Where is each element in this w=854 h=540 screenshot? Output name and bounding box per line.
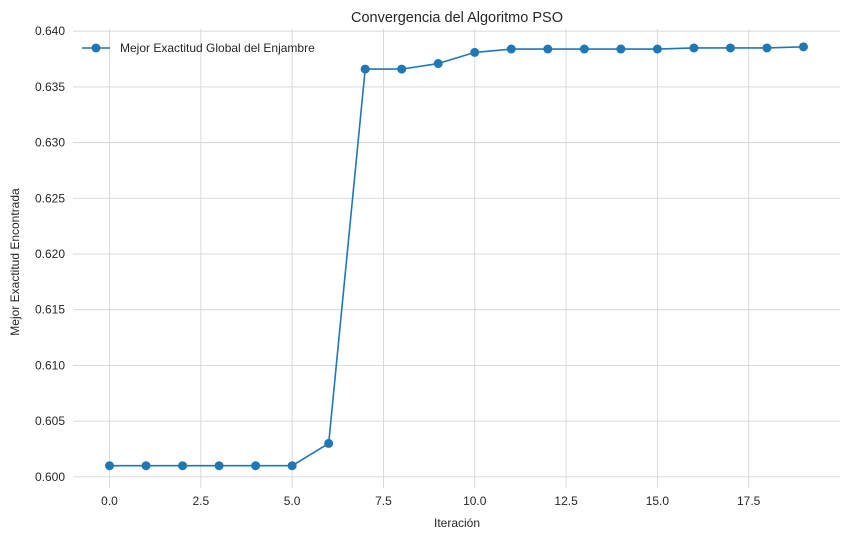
data-point xyxy=(214,461,224,471)
series-line xyxy=(109,46,804,467)
x-tick-label: 0.0 xyxy=(101,494,118,508)
x-tick-label: 17.5 xyxy=(737,494,761,508)
y-axis-title: Mejor Exactitud Encontrada xyxy=(8,188,22,336)
y-tick-label: 0.630 xyxy=(35,136,65,150)
data-point xyxy=(251,461,261,471)
data-point xyxy=(543,44,553,54)
data-point xyxy=(798,42,808,52)
y-tick-labels: 0.600 0.605 0.610 0.615 0.620 0.625 0.630 0.635… xyxy=(35,24,65,484)
y-tick-label: 0.640 xyxy=(35,24,65,38)
y-tick-label: 0.620 xyxy=(35,247,65,261)
x-tick-label: 5.0 xyxy=(284,494,301,508)
data-point xyxy=(725,43,735,53)
x-axis-title: Iteración xyxy=(434,516,480,530)
data-point xyxy=(324,438,334,448)
legend-marker-swatch xyxy=(91,43,101,53)
data-point xyxy=(397,64,407,74)
x-tick-label: 15.0 xyxy=(646,494,670,508)
data-point xyxy=(178,461,188,471)
series-layer xyxy=(105,42,808,471)
y-tick-label: 0.600 xyxy=(35,470,65,484)
x-tick-label: 12.5 xyxy=(554,494,578,508)
data-point xyxy=(105,461,115,471)
data-point xyxy=(287,461,297,471)
data-point xyxy=(652,44,662,54)
chart-title: Convergencia del Algoritmo PSO xyxy=(351,10,563,26)
data-point xyxy=(506,44,516,54)
y-tick-label: 0.610 xyxy=(35,358,65,372)
x-tick-label: 7.5 xyxy=(375,494,392,508)
x-tick-label: 2.5 xyxy=(192,494,209,508)
data-point xyxy=(141,461,151,471)
legend: Mejor Exactitud Global del Enjambre xyxy=(82,41,315,55)
data-point xyxy=(579,44,589,54)
y-tick-label: 0.615 xyxy=(35,303,65,317)
data-point xyxy=(360,64,370,74)
x-tick-labels: 0.0 2.5 5.0 7.5 10.0 12.5 15.0 17.5 xyxy=(101,494,761,508)
y-tick-label: 0.605 xyxy=(35,414,65,428)
data-point xyxy=(433,59,443,69)
x-tick-label: 10.0 xyxy=(463,494,487,508)
legend-label: Mejor Exactitud Global del Enjambre xyxy=(120,41,315,55)
y-gridlines xyxy=(73,30,840,478)
data-point xyxy=(616,44,626,54)
data-point xyxy=(470,47,480,57)
x-gridlines xyxy=(109,29,750,488)
data-point xyxy=(689,43,699,53)
y-tick-label: 0.625 xyxy=(35,191,65,205)
data-point xyxy=(762,43,772,53)
y-tick-label: 0.635 xyxy=(35,80,65,94)
